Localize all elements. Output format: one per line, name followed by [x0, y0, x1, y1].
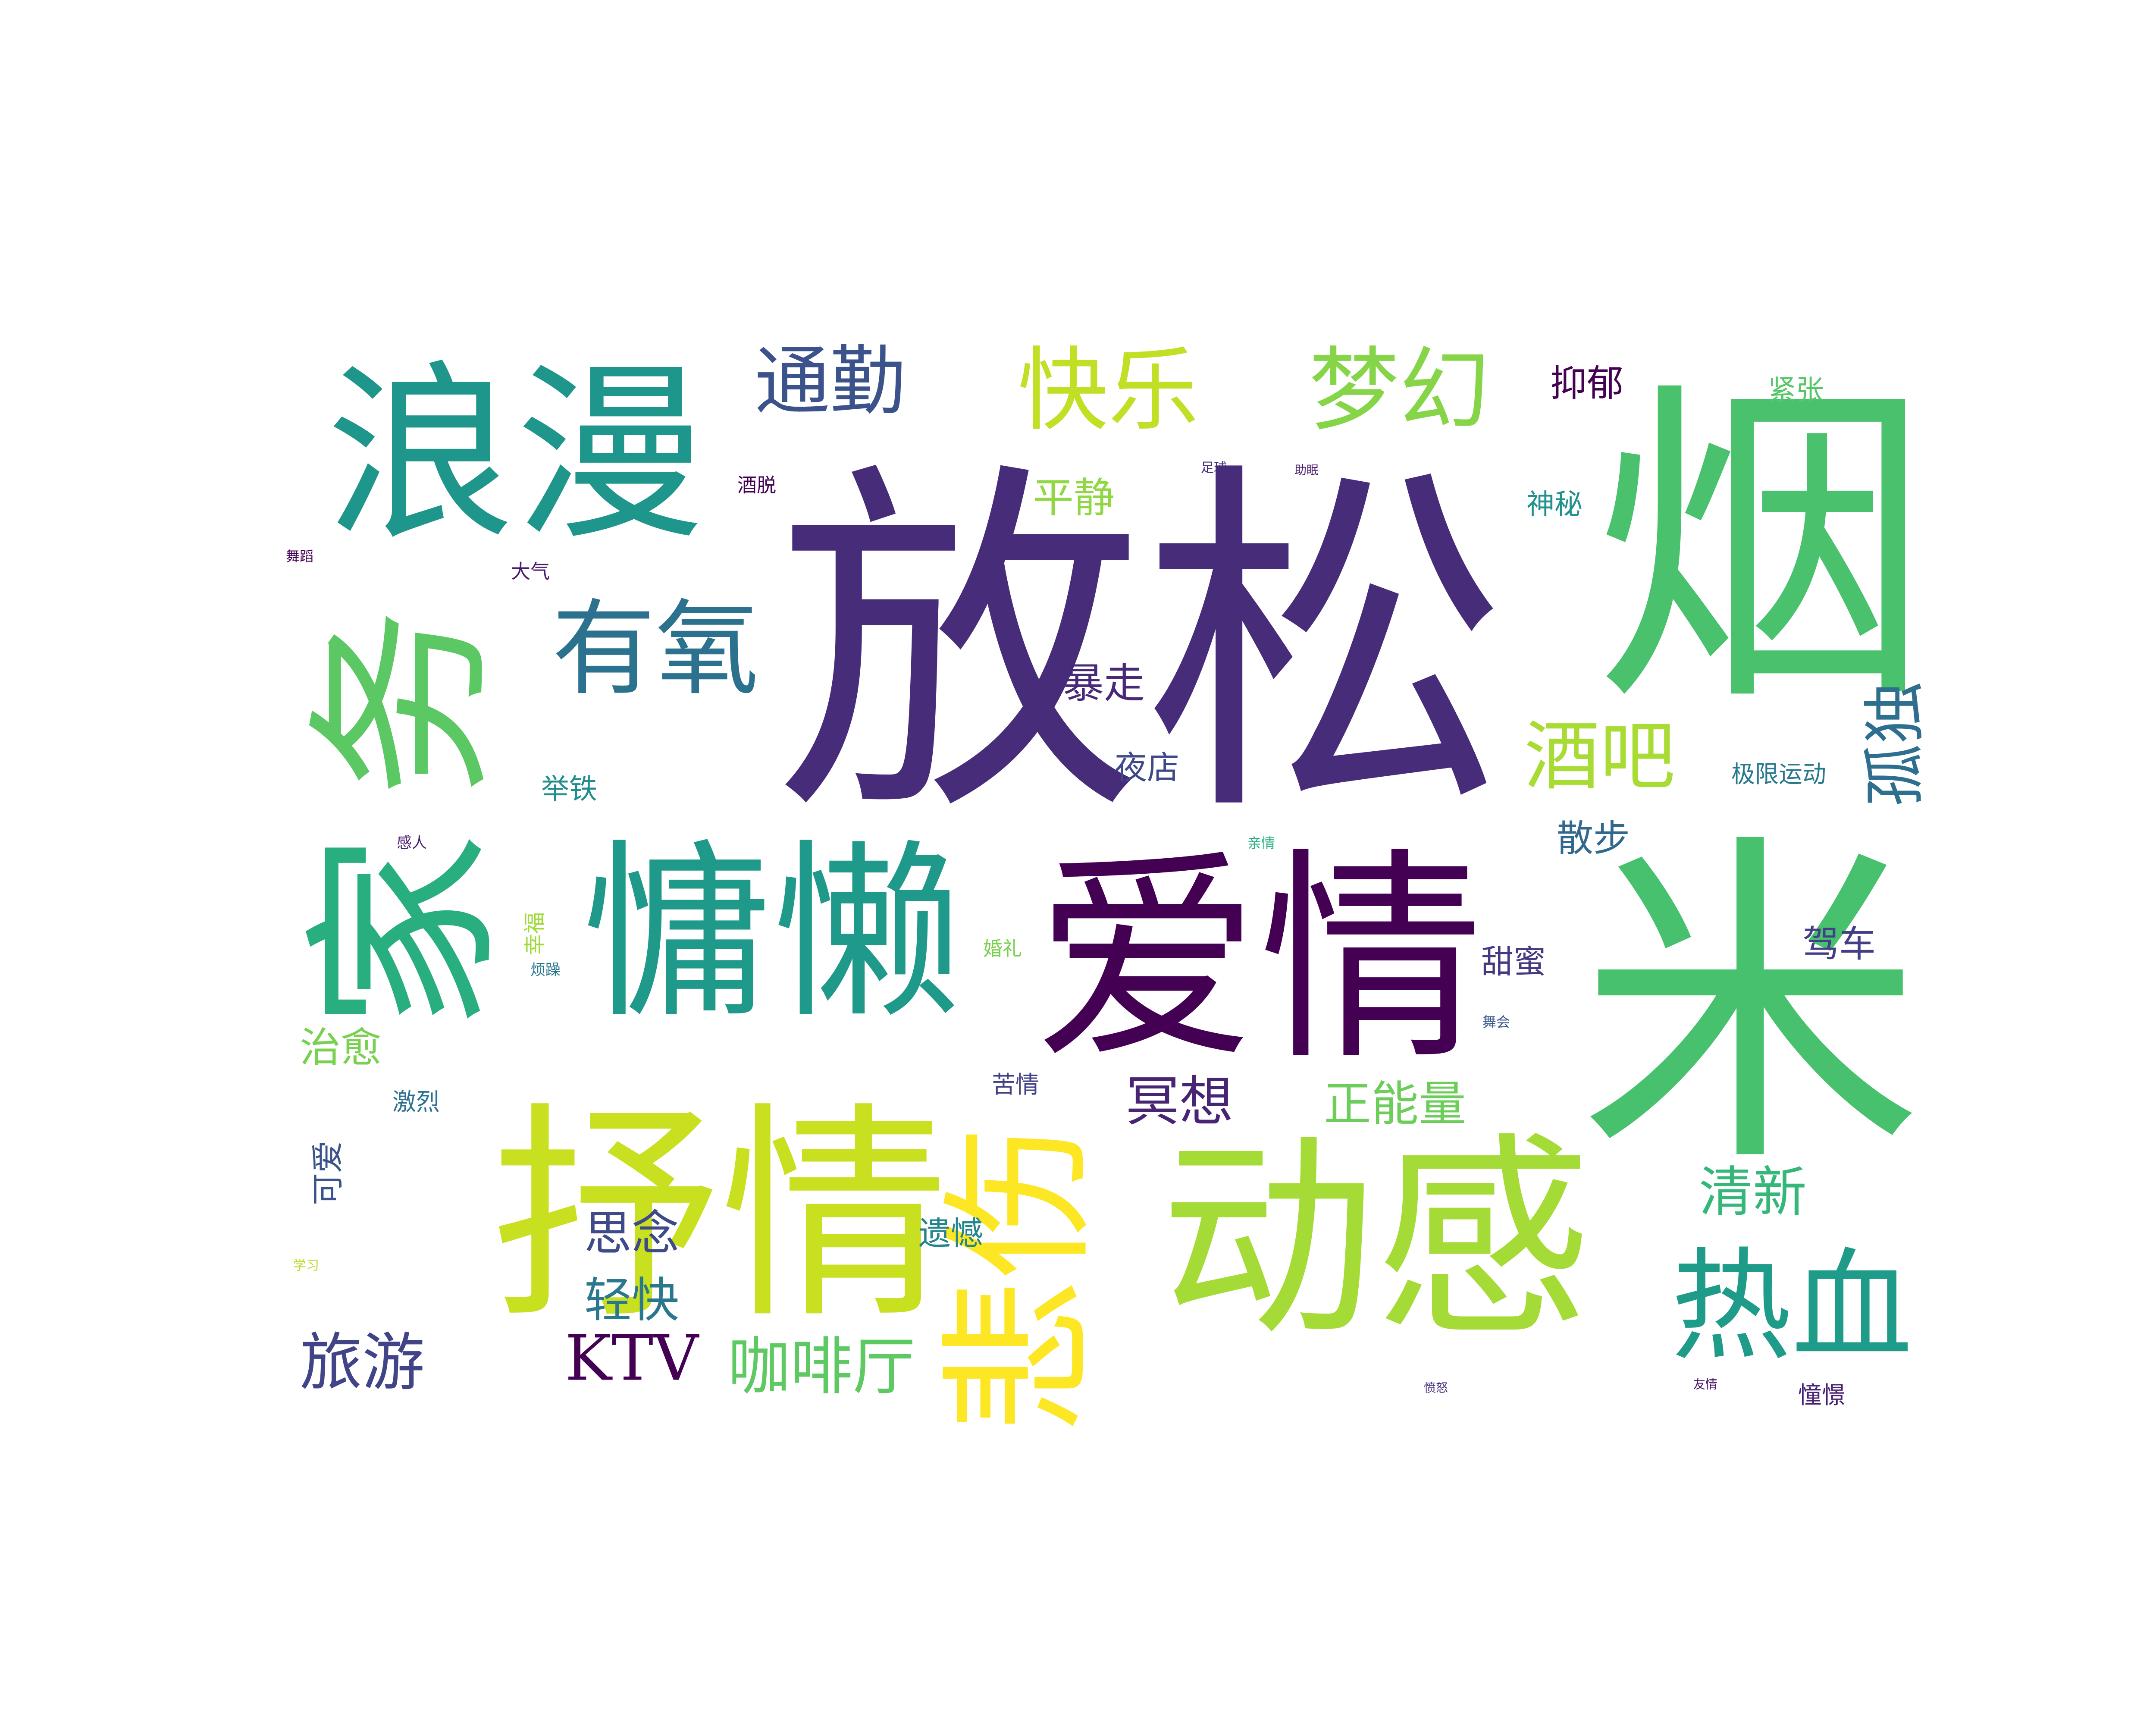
- word: 快乐: [1018, 338, 1199, 443]
- word: 米: [1578, 806, 1923, 1208]
- word: 学习: [293, 1258, 319, 1273]
- word: 亲情: [1247, 835, 1275, 851]
- word: 暴走: [1063, 660, 1145, 707]
- word: 梦幻: [1309, 338, 1490, 443]
- word: 冥想: [1125, 1071, 1233, 1133]
- word: 烟: [1593, 354, 1930, 746]
- word: 清新: [1699, 1161, 1807, 1224]
- word: 抑郁: [1550, 363, 1623, 405]
- word: 感人: [397, 834, 427, 852]
- word: 抒情: [492, 1083, 949, 1349]
- word: 动感: [1160, 1114, 1591, 1365]
- word: 爱情: [1035, 829, 1483, 1090]
- word: 举铁: [541, 773, 597, 806]
- word: 紧张: [1768, 374, 1824, 407]
- word: 热血: [1671, 1236, 1912, 1377]
- word: 通勤: [755, 338, 906, 426]
- word: 酒吧: [1524, 713, 1675, 801]
- word: 幸福: [522, 912, 547, 955]
- word: 甜蜜: [1481, 943, 1546, 981]
- word: 足球: [1201, 461, 1227, 476]
- word: 舞蹈: [286, 548, 313, 565]
- word: 旅游: [300, 1327, 425, 1399]
- word: 婚礼: [983, 938, 1022, 960]
- word: 愤怒: [1424, 1381, 1448, 1395]
- word: 平静: [1033, 474, 1115, 522]
- word: 友情: [1693, 1377, 1717, 1392]
- word: 放松: [776, 434, 1509, 860]
- word: 有氧: [552, 589, 759, 709]
- word: 酒脱: [737, 474, 776, 497]
- word: 慵懒: [582, 823, 962, 1044]
- word: 大气: [511, 560, 550, 583]
- word: 夜店: [1115, 749, 1179, 787]
- word: KTV: [565, 1322, 699, 1395]
- word: 苦情: [992, 1071, 1039, 1098]
- word: 舞会: [1482, 1014, 1510, 1030]
- word: 思念: [584, 1206, 679, 1261]
- word: 轻快: [584, 1273, 679, 1328]
- word: 务: [293, 608, 514, 798]
- word: 悲伤: [930, 1123, 1110, 1434]
- word: 咖啡厅: [728, 1331, 915, 1404]
- word: 神秘: [1526, 489, 1583, 521]
- word: 遗憾: [918, 1214, 983, 1252]
- word: 浪漫: [326, 345, 705, 565]
- word: 烦躁: [530, 962, 561, 979]
- word: 孤独: [1859, 681, 1932, 806]
- word: 治愈: [300, 1024, 382, 1072]
- word: 助眠: [1294, 463, 1319, 477]
- word: 散步: [1557, 818, 1630, 860]
- word: 正能量: [1324, 1076, 1466, 1132]
- word: 可爱: [309, 1141, 347, 1205]
- word: 驾车: [1802, 923, 1876, 966]
- word: 激烈: [392, 1088, 440, 1116]
- word: 家: [290, 832, 521, 1031]
- word: 极限运动: [1731, 760, 1826, 788]
- word: 憧憬: [1798, 1381, 1846, 1409]
